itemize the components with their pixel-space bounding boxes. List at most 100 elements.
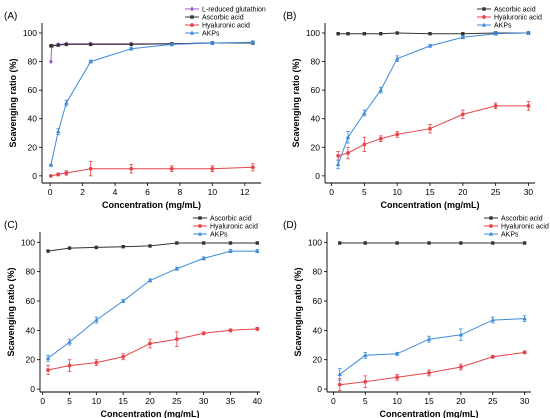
panel-c-data-point-akps [201,256,206,261]
panel-b-data-point-akps [394,56,400,61]
panel-c-legend-marker [198,216,202,220]
panel-d-data-point-akps [458,332,464,337]
panel-d-series-ascorbic-acid [338,241,527,245]
panel-c-data-point-akps [67,339,72,344]
panel-a-data-point-hyaluronic-acid [88,166,93,171]
panel-c-x-tick-label: 35 [226,396,236,406]
panel-d-x-tick-label: 10 [392,396,402,406]
panel-c-y-tick-label: 20 [26,355,36,365]
panel-c-y-tick-label: 0 [30,384,35,394]
panel-d-legend-marker [489,216,493,220]
panel-d-data-point-ascorbic-acid [459,241,463,245]
panel-a-series-line-akps [50,41,253,166]
panel-b-legend-entry-akps: AKPs [477,23,512,30]
panel-b-data-point-akps [345,134,351,139]
panel-d-data-point-hyaluronic-acid [458,365,463,369]
panel-b-data-point-akps [427,43,433,48]
panel-b-data-point-hyaluronic-acid [526,103,531,108]
panel-a-data-point-akps [250,39,256,44]
panel-d-data-point-ascorbic-acid [363,241,367,245]
panel-b-data-point-hyaluronic-acid [395,132,400,137]
panel-c-data-point-hyaluronic-acid [121,354,126,359]
panel-a-data-point-ascorbic-acid [88,42,93,47]
panel-d-data-point-ascorbic-acid [522,241,527,245]
panel-c-data-point-ascorbic-acid [255,241,260,245]
panel-c-legend-text: Ascorbic acid [210,216,252,223]
panel-d-legend-entry-hyaluronic-acid: Hyaluronic acid [484,224,549,231]
panel-a-label: (A) [4,11,17,22]
panel-b-x-tick-label: 15 [425,187,435,197]
panel-c-y-tick-label: 80 [26,267,36,277]
panel-c-data-point-akps [94,317,99,322]
panel-d-legend-marker [489,224,493,228]
panel-c-series-line-akps [47,250,258,359]
panel-d-data-point-hyaluronic-acid [490,354,495,359]
panel-c-data-point-hyaluronic-acid [46,368,50,372]
panel-c-legend-entry-hyaluronic-acid: Hyaluronic acid [193,224,258,231]
panel-b-chart: (B) 0 20 40 60 80 100 0 5 10 15 20 25 30 Concentration… [283,7,542,211]
panel-b-series-hyaluronic-acid [336,101,531,161]
panel-d-legend-text: Ascorbic acid [501,216,543,223]
panel-d-y-tick-label: 20 [313,355,323,365]
panel-b-data-point-ascorbic-acid [379,32,383,36]
panel-d-y-tick-label: 40 [313,325,323,335]
panel-d-x-tick-label: 0 [331,396,336,406]
panel-a-data-point-hyaluronic-acid [210,166,215,171]
panel-d-legend-text: AKPs [501,232,519,239]
panel-a-legend-text: Hyaluronic acid [202,23,250,30]
panel-b-legend-entry-ascorbic-acid: Ascorbic acid [477,7,536,14]
panel-d-legend-marker [488,231,494,236]
panel-c-x-tick-label: 5 [67,396,72,406]
panel-a-data-point-akps [210,40,215,45]
panel-d-data-point-akps [426,336,432,341]
panel-d-data-point-hyaluronic-acid [395,375,400,380]
panel-a-data-point-akps [169,42,174,47]
panel-a-legend-marker [190,23,194,27]
panel-d-legend-text: Hyaluronic acid [501,224,549,231]
panel-a-data-point-ascorbic-acid [56,43,60,47]
panel-b-legend-marker [481,22,487,27]
panel-c-y-tick-label: 40 [26,325,36,335]
panel-b-label: (B) [283,11,296,22]
panel-a-legend-entry-hyaluronic-acid: Hyaluronic acid [185,23,250,30]
panel-c-data-point-hyaluronic-acid [174,337,179,342]
panel-c-data-point-ascorbic-acid [228,241,233,245]
panel-a-x-tick-label: 0 [48,187,53,197]
panel-b-legend-text: Ascorbic acid [494,7,536,14]
panel-b-data-point-hyaluronic-acid [460,112,465,117]
panel-c-legend-entry-ascorbic-acid: Ascorbic acid [193,216,252,223]
panel-b-legend-marker [482,7,486,11]
panel-c-data-point-akps [120,298,126,303]
panel-d-chart: (D) 0 20 40 60 80 100 0 5 10 15 20 25 30 Concentration… [283,216,549,418]
panel-a-legend-text: L-reduced glutathion [202,7,266,14]
panel-b-data-point-ascorbic-acid [362,32,367,36]
panel-b-data-point-hyaluronic-acid [362,142,367,147]
panel-a-y-tick-label: 100 [23,28,37,38]
panel-d-x-tick-label: 25 [488,396,498,406]
panel-b-series-line-akps [337,32,529,165]
panel-b-legend-marker [482,15,486,19]
panel-b-x-tick-label: 20 [458,187,468,197]
panel-b-data-point-hyaluronic-acid [493,103,498,108]
panel-a-data-point-hyaluronic-acid [129,166,134,171]
panel-a-x-tick-label: 6 [145,187,150,197]
panel-a-series-line-l-reduced-glutathion [50,42,253,62]
panel-c-x-tick-label: 30 [199,396,209,406]
panel-c-series-line-hyaluronic-acid [47,328,258,371]
panel-b-data-point-hyaluronic-acid [336,153,341,158]
panel-a-y-tick-label: 60 [28,85,38,95]
panel-a-data-point-akps [129,46,134,51]
panel-a-x-tick-label: 4 [113,187,118,197]
panel-a-data-point-akps [56,129,61,134]
panel-b-x-tick-label: 30 [524,187,534,197]
panel-d-data-point-akps [522,316,527,321]
panel-b-y-tick-label: 80 [311,57,321,67]
panel-b-y-axis-title: Scavenging ratio (%) [291,58,301,147]
panel-c-y-tick-label: 100 [21,237,35,247]
panel-c-data-point-akps [228,248,233,253]
panel-a-x-axis-title: Concentration (mg/mL) [102,200,201,210]
panel-d-series-akps [337,315,527,381]
panel-c-series-akps [45,248,260,362]
panel-a-y-tick-label: 0 [32,171,37,181]
